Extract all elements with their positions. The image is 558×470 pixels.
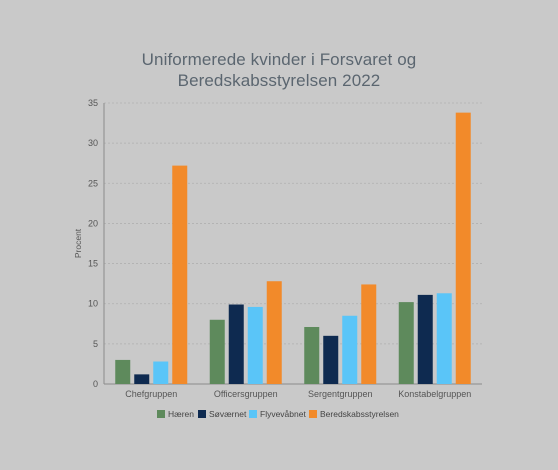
bar-2-4	[417, 294, 433, 384]
bar-4-3	[361, 284, 377, 384]
bar-3-1	[153, 361, 169, 384]
bar-2-1	[134, 374, 150, 384]
bar-2-3	[323, 335, 339, 384]
y-tick-label: 10	[88, 299, 98, 309]
y-tick-label: 15	[88, 259, 98, 269]
legend-swatch	[309, 410, 317, 418]
legend-label: Søværnet	[209, 409, 247, 419]
y-tick-label: 5	[93, 339, 98, 349]
bar-1-2	[209, 319, 225, 384]
bar-3-2	[247, 306, 263, 384]
legend-swatch	[249, 410, 257, 418]
chart-title-line-1: Uniformerede kvinder i Forsvaret og	[141, 50, 417, 69]
legend-swatch	[198, 410, 206, 418]
bar-3-3	[342, 315, 358, 384]
x-tick-label: Chefgruppen	[125, 389, 177, 399]
y-tick-label: 30	[88, 138, 98, 148]
legend-label: Beredskabsstyrelsen	[320, 409, 399, 419]
x-tick-label: Konstabelgruppen	[398, 389, 471, 399]
legend-label: Flyvevåbnet	[260, 409, 306, 419]
x-tick-label: Officersgruppen	[214, 389, 278, 399]
legend-swatch	[157, 410, 165, 418]
bar-4-1	[172, 165, 188, 384]
bar-4-2	[266, 281, 282, 384]
bar-4-4	[455, 112, 471, 385]
legend-label: Hæren	[168, 409, 194, 419]
bar-1-4	[398, 302, 414, 384]
bar-2-2	[228, 304, 244, 384]
chart-title-line-2: Beredskabsstyrelsen 2022	[177, 71, 381, 90]
y-tick-label: 35	[88, 98, 98, 108]
y-axis-label: Procent	[73, 228, 83, 258]
bar-1-1	[115, 359, 131, 384]
bar-1-3	[304, 326, 320, 384]
y-tick-label: 0	[93, 379, 98, 389]
y-tick-label: 25	[88, 178, 98, 188]
y-tick-label: 20	[88, 218, 98, 228]
x-tick-label: Sergentgruppen	[308, 389, 373, 399]
bar-3-4	[436, 293, 452, 384]
